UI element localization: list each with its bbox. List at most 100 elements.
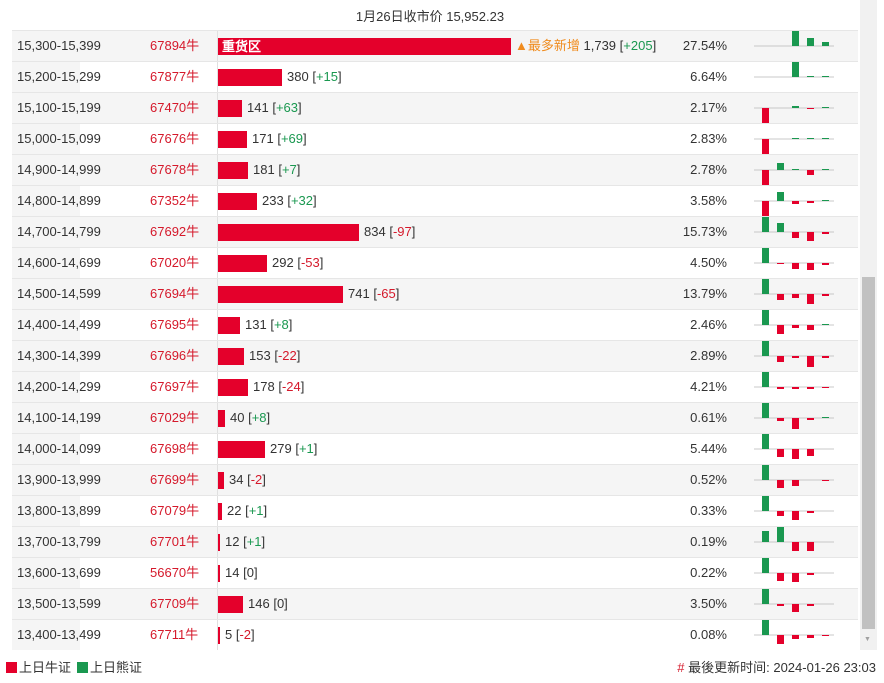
divider	[217, 124, 218, 154]
price-range: 14,100-14,199	[12, 403, 101, 433]
price-range: 14,400-14,499	[12, 310, 101, 340]
volume-bar	[218, 410, 225, 427]
price-range: 13,600-13,699	[12, 558, 101, 588]
mini-bar	[792, 232, 799, 238]
cbbc-code-link[interactable]: 67694牛	[150, 286, 200, 301]
mini-bar	[762, 589, 769, 604]
cbbc-code-link[interactable]: 67699牛	[150, 472, 200, 487]
mini-bar	[822, 138, 829, 139]
mini-bar	[807, 511, 814, 513]
cbbc-code-link[interactable]: 67701牛	[150, 534, 200, 549]
divider	[217, 589, 218, 619]
count-value: 146 [0]	[248, 596, 288, 611]
mini-bar	[792, 169, 799, 170]
cbbc-code-link[interactable]: 67676牛	[150, 131, 200, 146]
cbbc-code-link[interactable]: 67079牛	[150, 503, 200, 518]
table-row: 14,100-14,199 67029牛 40 [+8] 0.61%	[12, 402, 858, 433]
cbbc-code-link[interactable]: 67029牛	[150, 410, 200, 425]
cbbc-code-link[interactable]: 67695牛	[150, 317, 200, 332]
mini-bar	[792, 604, 799, 612]
mini-bar	[777, 635, 784, 644]
table-row: 14,300-14,399 67696牛 153 [-22] 2.89%	[12, 340, 858, 371]
price-range: 14,500-14,599	[12, 279, 101, 309]
change-value: -2	[250, 472, 263, 487]
mini-bar	[807, 542, 814, 551]
percent-value: 6.64%	[690, 69, 727, 84]
table-row: 14,500-14,599 67694牛 741 [-65] 13.79%	[12, 278, 858, 309]
cbbc-code-link[interactable]: 67696牛	[150, 348, 200, 363]
percent-value: 4.21%	[690, 379, 727, 394]
mini-bar	[777, 263, 784, 264]
count-value: 171 [+69]	[252, 131, 307, 146]
price-range: 13,400-13,499	[12, 620, 101, 650]
count-value: ▲最多新增 1,739 [+205]	[515, 38, 657, 53]
divider	[217, 62, 218, 92]
mini-bar	[792, 480, 799, 486]
price-range: 15,100-15,199	[12, 93, 101, 123]
mini-bar	[762, 217, 769, 232]
scrollbar[interactable]: ▼	[860, 0, 877, 650]
mini-bar	[777, 573, 784, 581]
mini-bar	[762, 465, 769, 480]
mini-trend-chart	[754, 62, 834, 78]
cbbc-code-link[interactable]: 67678牛	[150, 162, 200, 177]
mini-trend-chart	[754, 620, 834, 644]
scrollbar-thumb[interactable]	[862, 277, 875, 629]
cbbc-code-link[interactable]: 67352牛	[150, 193, 200, 208]
mini-bar	[807, 232, 814, 241]
mini-bar	[792, 387, 799, 389]
mini-trend-chart	[754, 372, 834, 389]
mini-bar	[807, 76, 814, 77]
count-value: 14 [0]	[225, 565, 258, 580]
mini-bar	[762, 558, 769, 573]
count-value: 141 [+63]	[247, 100, 302, 115]
mini-bar	[822, 294, 829, 296]
mini-bar	[777, 294, 784, 300]
cbbc-code-link[interactable]: 67697牛	[150, 379, 200, 394]
mini-bar	[792, 263, 799, 269]
cbbc-code-link[interactable]: 67711牛	[150, 627, 199, 642]
change-value: -97	[392, 224, 412, 239]
mini-bar	[807, 38, 814, 46]
mini-bar	[777, 192, 784, 201]
count-value: 40 [+8]	[230, 410, 271, 425]
divider	[217, 186, 218, 216]
price-range: 14,700-14,799	[12, 217, 101, 247]
cbbc-code-link[interactable]: 67894牛	[150, 38, 200, 53]
divider	[217, 93, 218, 123]
percent-value: 3.50%	[690, 596, 727, 611]
volume-bar	[218, 534, 220, 551]
divider	[217, 248, 218, 278]
mini-bar	[777, 480, 784, 488]
cbbc-code-link[interactable]: 67709牛	[150, 596, 200, 611]
cbbc-code-link[interactable]: 67692牛	[150, 224, 200, 239]
cbbc-code-link[interactable]: 67470牛	[150, 100, 200, 115]
percent-value: 13.79%	[682, 286, 727, 301]
price-range: 15,300-15,399	[12, 31, 101, 61]
mini-bar	[777, 387, 784, 389]
mini-bar	[822, 232, 829, 234]
percent-value: 2.89%	[690, 348, 727, 363]
divider	[217, 465, 218, 495]
change-value: +1	[246, 534, 262, 549]
volume-bar	[218, 193, 257, 210]
count-value: 834 [-97]	[364, 224, 416, 239]
cbbc-code-link[interactable]: 67877牛	[150, 69, 200, 84]
mini-bar	[822, 169, 829, 170]
mini-bar	[807, 387, 814, 389]
cbbc-code-link[interactable]: 67020牛	[150, 255, 200, 270]
mini-bar	[777, 604, 784, 606]
price-range: 13,500-13,599	[12, 589, 101, 619]
mini-bar	[777, 356, 784, 362]
table-row: 14,600-14,699 67020牛 292 [-53] 4.50%	[12, 247, 858, 278]
table-row: 14,200-14,299 67697牛 178 [-24] 4.21%	[12, 371, 858, 402]
mini-bar	[762, 170, 769, 185]
mini-bar	[822, 480, 829, 481]
mini-trend-chart	[754, 310, 834, 334]
percent-value: 27.54%	[682, 38, 727, 53]
mini-bar	[777, 449, 784, 457]
cbbc-code-link[interactable]: 67698牛	[150, 441, 200, 456]
change-value: +205	[623, 38, 653, 53]
cbbc-code-link[interactable]: 56670牛	[150, 565, 200, 580]
scroll-down-arrow-icon[interactable]: ▼	[864, 636, 871, 643]
